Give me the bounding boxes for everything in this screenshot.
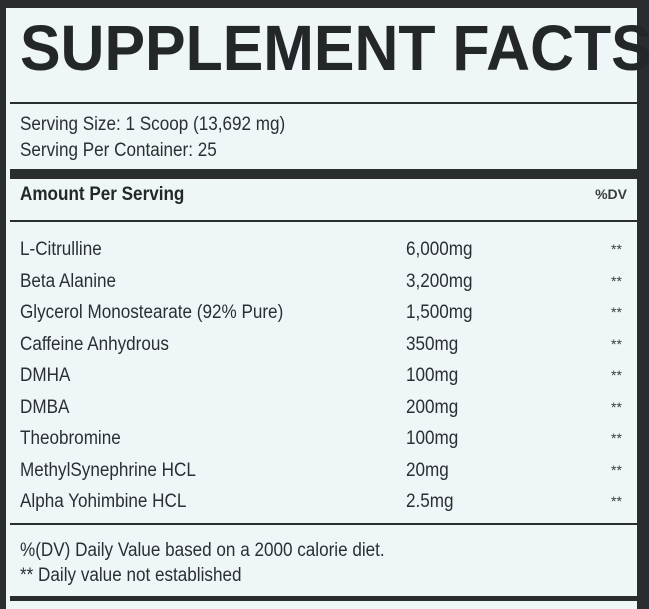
ingredient-amount: 2.5mg: [406, 491, 454, 512]
dv-footnote: %(DV) Daily Value based on a 2000 calori…: [20, 540, 385, 561]
top-border: [0, 0, 649, 8]
ingredient-dv: **: [611, 399, 622, 415]
servings-per-container: Serving Per Container: 25: [20, 140, 217, 161]
ingredient-dv: **: [611, 273, 622, 289]
ingredient-name: Caffeine Anhydrous: [20, 334, 169, 355]
ingredient-amount: 100mg: [406, 428, 459, 449]
ingredient-amount: 200mg: [406, 397, 459, 418]
left-border: [0, 0, 6, 609]
ingredient-amount: 350mg: [406, 334, 459, 355]
ingredient-name: Theobromine: [20, 428, 121, 449]
ingredient-amount: 3,200mg: [406, 271, 473, 292]
ingredient-name: Alpha Yohimbine HCL: [20, 491, 187, 512]
ingredient-amount: 6,000mg: [406, 239, 473, 260]
ingredient-dv: **: [611, 336, 622, 352]
daily-value-header: %DV: [595, 186, 627, 202]
ingredient-dv: **: [611, 462, 622, 478]
serving-size: Serving Size: 1 Scoop (13,692 mg): [20, 114, 286, 135]
right-border: [637, 0, 649, 609]
ingredient-amount: 20mg: [406, 460, 449, 481]
ingredient-name: DMHA: [20, 365, 71, 386]
ingredient-dv: **: [611, 430, 622, 446]
ingredient-amount: 1,500mg: [406, 302, 473, 323]
page-title: SUPPLEMENT FACTS: [20, 12, 649, 84]
bottom-border: [10, 596, 637, 601]
ingredient-name: Glycerol Monostearate (92% Pure): [20, 302, 284, 323]
footnote-divider: [10, 523, 637, 525]
ingredient-name: MethylSynephrine HCL: [20, 460, 196, 481]
title-divider: [10, 102, 637, 104]
ingredient-name: L-Citrulline: [20, 239, 102, 260]
not-established-footnote: ** Daily value not established: [20, 565, 242, 586]
amount-per-serving-header: Amount Per Serving: [20, 184, 185, 205]
ingredient-dv: **: [611, 367, 622, 383]
ingredient-name: Beta Alanine: [20, 271, 117, 292]
ingredient-dv: **: [611, 241, 622, 257]
ingredient-amount: 100mg: [406, 365, 459, 386]
ingredient-dv: **: [611, 304, 622, 320]
ingredient-name: DMBA: [20, 397, 70, 418]
header-divider: [10, 220, 637, 222]
ingredient-dv: **: [611, 493, 622, 509]
thick-divider: [10, 169, 637, 179]
